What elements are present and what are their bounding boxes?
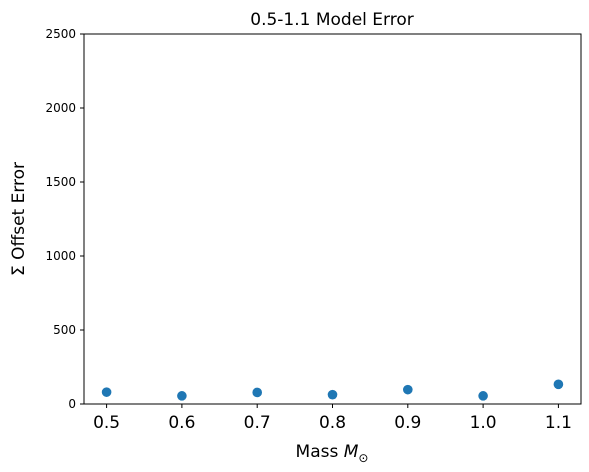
- x-tick-label: 1.1: [545, 413, 572, 433]
- data-point: [177, 391, 187, 401]
- x-tick-label: 0.9: [394, 413, 421, 433]
- data-point: [327, 389, 338, 400]
- x-axis-title-subscript: ⊙: [358, 451, 368, 465]
- data-points: [101, 379, 564, 401]
- x-tick-label: 0.7: [244, 413, 271, 433]
- x-tick-label: 0.6: [168, 413, 195, 433]
- y-tick-label: 2500: [45, 27, 76, 41]
- data-point: [553, 379, 564, 390]
- x-tick-label: 0.8: [319, 413, 346, 433]
- y-tick-label: 1500: [45, 175, 76, 189]
- y-tick-label: 2000: [45, 101, 76, 115]
- plot-area: 0 500 1000 1500 2000 2500 0.5 0.6 0.7 0.8 0.9 1.0 1…: [45, 27, 582, 433]
- x-tick-label: 0.5: [93, 413, 120, 433]
- y-tick-label: 1000: [45, 249, 76, 263]
- y-axis: 0 500 1000 1500 2000 2500: [45, 27, 84, 411]
- data-point: [478, 391, 488, 401]
- chart-title: 0.5-1.1 Model Error: [250, 10, 414, 30]
- y-tick-label: 500: [53, 323, 76, 337]
- data-point: [252, 387, 262, 398]
- x-axis-title-symbol: M: [344, 442, 359, 462]
- y-tick-label: 0: [68, 397, 76, 411]
- y-axis-title: Σ Offset Error: [9, 162, 29, 276]
- x-axis-title-text: Mass: [296, 442, 344, 462]
- data-point: [403, 384, 413, 395]
- x-tick-label: 1.0: [470, 413, 497, 433]
- plot-frame: [83, 33, 582, 405]
- data-point: [101, 387, 112, 397]
- x-axis-title: Mass M⊙: [296, 442, 369, 465]
- x-axis: 0.5 0.6 0.7 0.8 0.9 1.0 1.1: [93, 404, 572, 433]
